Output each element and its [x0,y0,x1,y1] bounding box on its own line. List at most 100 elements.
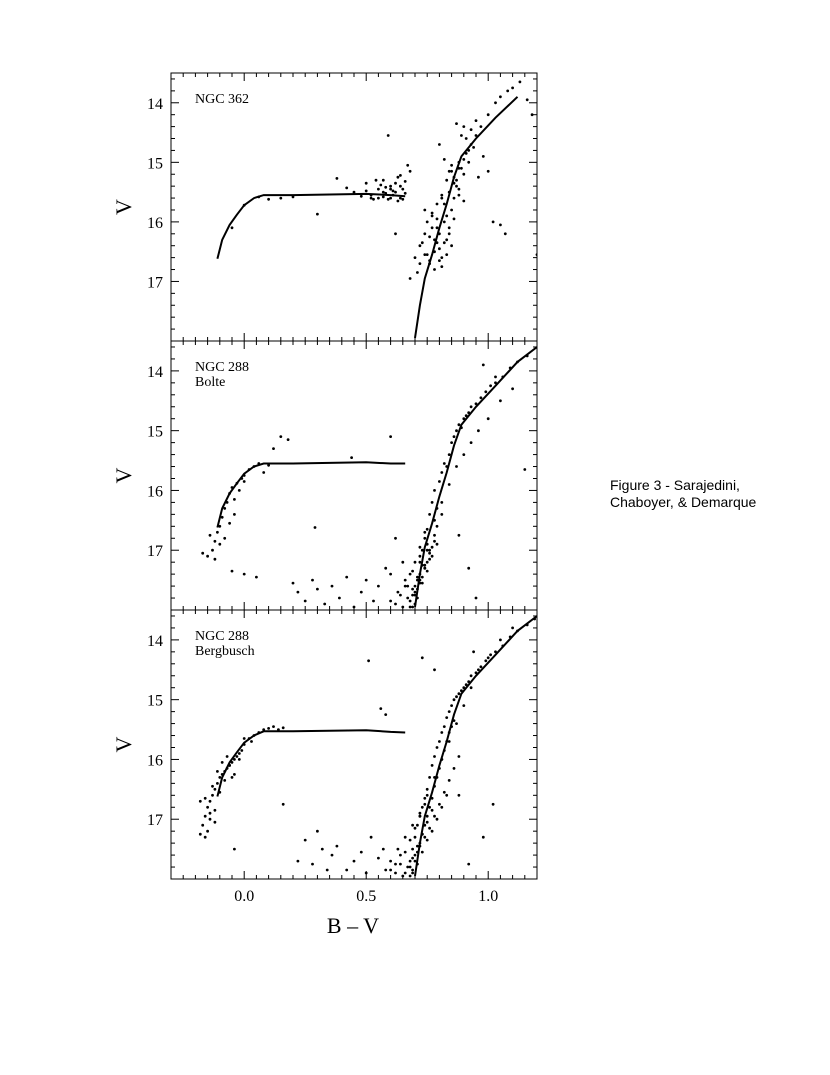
isochrone-line [414,96,519,339]
star-point [228,492,232,495]
star-point [411,868,414,872]
star-point [377,196,380,200]
star-point [420,241,424,245]
star-point [481,155,485,158]
star-point [435,241,439,245]
star-point [447,453,451,456]
star-point [416,575,419,579]
y-axis-label: V [111,199,136,215]
star-point [389,859,392,863]
star-point [440,758,444,761]
star-point [445,253,449,256]
panel-title: NGC 362 [195,92,249,107]
star-point [511,86,514,90]
star-point [418,545,422,549]
star-point [364,181,368,185]
x-tick-label: 0.0 [234,888,254,905]
star-point [467,680,471,684]
star-point [438,232,441,236]
star-point [447,779,451,782]
y-tick-label: 14 [147,633,163,650]
star-point [267,463,270,467]
star-point [445,740,449,743]
panel-title: NGC 288 [195,360,249,375]
star-point [450,441,453,444]
star-point [440,193,444,197]
star-point [345,575,349,579]
star-point [423,563,427,567]
star-point [447,169,451,173]
isochrone-line [414,615,537,877]
star-point [525,98,529,102]
star-point [303,599,307,603]
y-tick-label: 16 [147,215,163,232]
star-point [445,465,449,468]
star-point [420,805,424,809]
caption-line-1: Figure 3 - Sarajedini, [610,477,740,493]
star-point [455,178,458,182]
star-point [228,764,232,767]
star-point [438,802,441,806]
star-point [442,158,446,161]
star-point [423,566,427,570]
star-point [242,743,246,746]
star-point [408,572,412,576]
star-point [474,119,478,122]
star-point [411,856,414,860]
star-point [479,396,483,400]
star-point [396,175,400,179]
star-point [381,847,385,851]
star-point [430,829,434,833]
star-point [484,659,488,663]
star-point [430,226,434,230]
star-point [235,481,239,485]
star-point [384,566,388,570]
star-point [372,197,375,201]
star-point [408,859,412,863]
y-tick-label: 17 [147,274,163,291]
star-point [430,764,434,767]
star-point [291,195,295,199]
star-point [440,513,444,516]
star-point [484,390,488,394]
star-point [433,518,436,522]
star-point [223,770,227,773]
isochrone-line [216,729,406,797]
star-point [386,134,390,137]
star-point [403,180,407,183]
star-point [418,841,422,845]
star-point [233,758,236,761]
star-point [440,196,444,200]
star-point [450,244,453,248]
star-point [435,217,439,221]
panel-subtitle: Bergbusch [195,644,255,659]
star-point [494,375,497,379]
star-point [223,536,227,540]
star-point [462,158,466,161]
star-point [252,465,256,468]
star-point [438,259,441,262]
star-point [499,638,502,642]
star-point [218,524,222,528]
star-point [257,195,261,199]
star-point [216,530,219,534]
star-point [201,551,205,555]
star-point [311,862,314,866]
star-point [408,874,412,878]
star-point [401,197,405,201]
star-point [440,501,444,504]
panel-title: NGC 288 [195,629,249,644]
star-point [423,802,427,806]
star-point [213,787,217,791]
star-point [359,194,363,198]
star-point [316,829,319,833]
star-point [445,178,449,182]
star-point [489,384,492,388]
star-point [469,674,473,678]
star-point [450,725,453,728]
star-point [455,429,458,433]
star-point [457,692,461,696]
star-point [452,181,456,185]
star-point [462,686,466,690]
star-point [369,193,373,197]
